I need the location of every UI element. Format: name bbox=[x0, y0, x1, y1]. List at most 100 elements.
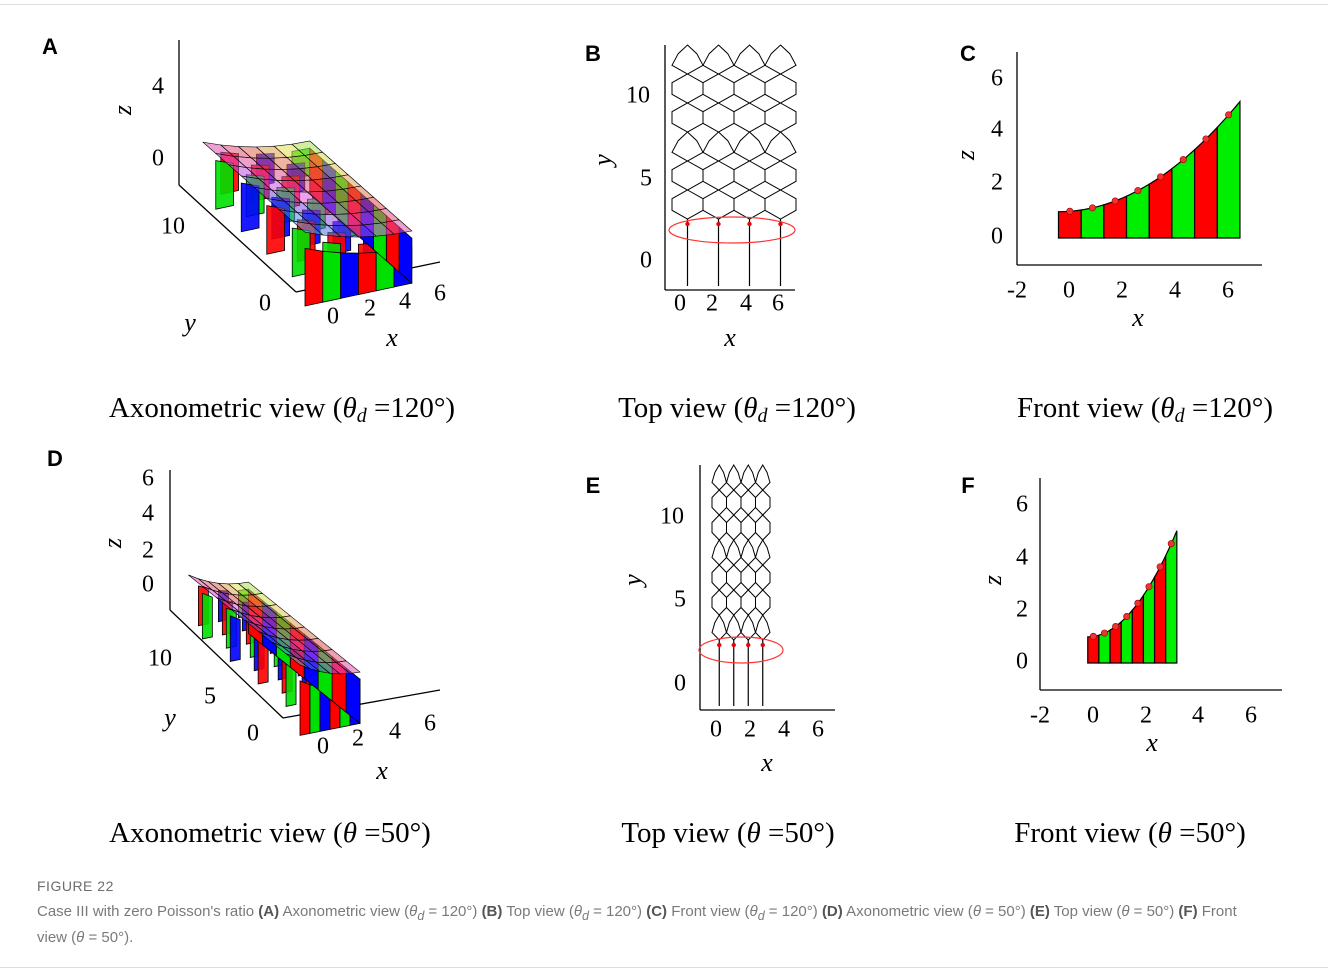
x-tick-label: 6 bbox=[772, 291, 784, 317]
caption-part: d bbox=[1175, 405, 1186, 427]
caption-part: θ bbox=[343, 817, 357, 849]
lattice-cell bbox=[671, 73, 704, 104]
lattice-cell bbox=[733, 44, 766, 75]
node-dot bbox=[1225, 111, 1233, 119]
node-dot bbox=[1145, 583, 1153, 591]
axis-label: x bbox=[385, 323, 398, 352]
node-dot bbox=[1066, 207, 1074, 215]
z-tick-label: 4 bbox=[991, 117, 1003, 143]
x-tick-label: 4 bbox=[1192, 703, 1204, 729]
x-tick-label: 4 bbox=[778, 717, 790, 743]
bottom-rule bbox=[0, 967, 1328, 968]
caption-text: = 120°) bbox=[424, 903, 482, 920]
node-dot bbox=[1134, 599, 1142, 607]
x-tick-label: 2 bbox=[1116, 278, 1128, 304]
panel-letter: C bbox=[960, 41, 976, 66]
node-dot bbox=[685, 221, 690, 227]
node-dot bbox=[778, 221, 783, 227]
panel-caption: Front view (θ =50°) bbox=[1014, 817, 1245, 849]
y-tick-label: 5 bbox=[674, 587, 686, 613]
axis-label: y bbox=[181, 308, 196, 337]
figure-caption: Case III with zero Poisson's ratio (A) A… bbox=[37, 901, 1267, 949]
caption-italic: θ bbox=[972, 903, 981, 920]
z-tick-label: 4 bbox=[142, 501, 154, 527]
lattice-cell bbox=[726, 489, 742, 516]
figure-label: FIGURE 22 bbox=[37, 878, 114, 894]
axis-label: z bbox=[98, 538, 127, 549]
caption-part: d bbox=[357, 405, 368, 427]
node-dot bbox=[1112, 622, 1120, 630]
x-tick-label: 6 bbox=[1245, 703, 1257, 729]
x-tick-label: 0 bbox=[1087, 703, 1099, 729]
lattice-cell bbox=[702, 160, 735, 191]
axis-label: z bbox=[978, 575, 1007, 586]
lattice-cell bbox=[740, 564, 756, 591]
node-dot bbox=[1089, 204, 1097, 212]
surface-cell bbox=[291, 140, 324, 156]
caption-part: Axonometric view ( bbox=[109, 392, 343, 424]
caption-part: =120°) bbox=[1185, 392, 1273, 424]
node-dot bbox=[1157, 173, 1165, 181]
panel-caption: Front view (θd =120°) bbox=[1017, 392, 1273, 427]
caption-bold: (C) bbox=[646, 903, 668, 920]
node-dot bbox=[731, 642, 736, 648]
axis-label: x bbox=[723, 323, 736, 352]
z-tick-label: 2 bbox=[142, 538, 154, 564]
z-tick-label: 0 bbox=[1016, 649, 1028, 675]
lattice-cell bbox=[754, 539, 771, 566]
z-tick-label: 0 bbox=[142, 572, 154, 598]
caption-text: Front view ( bbox=[37, 903, 1237, 946]
caption-part: θ bbox=[1158, 817, 1172, 849]
caption-text: Front view ( bbox=[667, 903, 750, 920]
lattice-cell bbox=[740, 489, 756, 516]
lattice-cell bbox=[755, 489, 771, 516]
node-dot bbox=[1179, 156, 1187, 164]
lattice-cell bbox=[725, 614, 742, 641]
caption-part: Front view ( bbox=[1014, 817, 1157, 849]
axis-label: y bbox=[588, 154, 617, 169]
axis-label: z bbox=[108, 105, 137, 116]
caption-text: Axonometric view ( bbox=[279, 903, 410, 920]
fin bbox=[201, 592, 213, 640]
caption-text: Axonometric view ( bbox=[842, 903, 973, 920]
node-dot bbox=[1123, 613, 1131, 621]
panel-letter: A bbox=[42, 34, 58, 59]
y-tick-label: 0 bbox=[640, 248, 652, 274]
caption-sub: d bbox=[417, 909, 425, 923]
lattice-cell bbox=[764, 131, 797, 162]
x-tick-label: 0 bbox=[327, 304, 339, 330]
axis-line bbox=[169, 609, 284, 719]
y-tick-label: 10 bbox=[148, 646, 172, 672]
caption-bold: (A) bbox=[258, 903, 280, 920]
z-tick-label: 4 bbox=[152, 74, 164, 100]
axis-label: x bbox=[1145, 728, 1158, 757]
caption-part: θ bbox=[747, 817, 761, 849]
caption-italic: θ bbox=[1121, 903, 1130, 920]
caption-text: = 120°) bbox=[764, 903, 822, 920]
x-tick-label: 4 bbox=[1169, 278, 1181, 304]
x-tick-label: 0 bbox=[1063, 278, 1075, 304]
x-tick-label: -2 bbox=[1030, 703, 1050, 729]
y-tick-label: 0 bbox=[247, 721, 259, 747]
lattice-cell bbox=[671, 102, 704, 133]
lattice-cell bbox=[754, 614, 771, 641]
lattice-cell bbox=[754, 464, 771, 491]
lattice-cell bbox=[671, 131, 704, 162]
lattice-cell bbox=[740, 464, 757, 491]
panel-caption: Axonometric view (θ =50°) bbox=[109, 817, 431, 849]
caption-italic: θ bbox=[409, 903, 418, 920]
caption-italic: θ bbox=[76, 929, 85, 946]
x-tick-label: 0 bbox=[317, 734, 329, 760]
node-dot bbox=[747, 221, 752, 227]
caption-part: Axonometric view ( bbox=[109, 817, 343, 849]
node-dot bbox=[1089, 632, 1097, 640]
lattice-cell bbox=[733, 102, 766, 133]
lattice-cell bbox=[764, 102, 797, 133]
front-strip bbox=[1216, 99, 1241, 239]
wall bbox=[322, 250, 342, 303]
z-tick-label: 4 bbox=[1016, 545, 1028, 571]
lattice-cell bbox=[711, 514, 727, 541]
caption-text: Case III with zero Poisson's ratio bbox=[37, 903, 259, 920]
highlight-ellipse bbox=[668, 216, 796, 244]
panel-letter: B bbox=[585, 41, 601, 66]
